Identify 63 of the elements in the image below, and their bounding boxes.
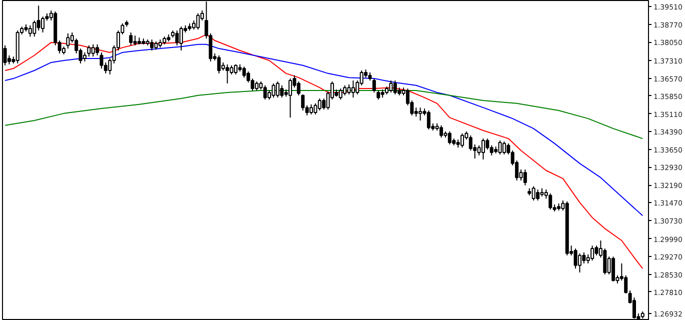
candlestick <box>226 64 230 84</box>
candlestick <box>376 90 380 100</box>
candlestick <box>288 78 292 118</box>
candlestick <box>612 256 616 282</box>
candlestick <box>91 44 95 58</box>
candlestick <box>481 138 485 160</box>
candlestick <box>624 274 628 294</box>
candlestick <box>343 84 347 96</box>
candlestick <box>532 186 536 201</box>
candlestick <box>498 140 502 155</box>
candlestick <box>150 39 154 51</box>
candlestick <box>548 192 552 210</box>
candlestick <box>36 5 40 31</box>
candlestick <box>276 80 280 98</box>
candlestick <box>309 104 313 115</box>
candlestick <box>590 245 594 261</box>
candlestick <box>389 80 393 93</box>
candlestick <box>96 44 100 56</box>
candlestick <box>32 20 36 38</box>
candlestick <box>87 44 91 58</box>
candlestick <box>338 88 342 100</box>
candlestick <box>217 54 221 74</box>
candlestick <box>347 84 351 95</box>
candlestick <box>523 169 527 186</box>
candlestick <box>175 30 179 46</box>
line-series <box>4 44 644 216</box>
candlestick <box>468 134 472 151</box>
candlestick <box>82 52 86 62</box>
candlestick <box>448 130 452 145</box>
candlestick <box>100 52 104 70</box>
candlestick <box>296 80 300 96</box>
candlestick <box>28 24 32 38</box>
candlestick <box>314 102 318 115</box>
candlestick <box>254 80 258 91</box>
candlestick <box>196 12 200 30</box>
candlestick <box>460 132 464 148</box>
candlestick <box>301 94 305 111</box>
candlestick <box>129 32 133 46</box>
candlestick <box>351 80 355 98</box>
candlestick <box>272 82 276 98</box>
candlestick <box>418 107 422 121</box>
candlestick <box>179 26 183 51</box>
candlestick <box>263 84 267 100</box>
candlestick <box>536 189 540 201</box>
candlestick <box>280 84 284 98</box>
candlestick <box>133 35 137 46</box>
candlestick <box>426 110 430 130</box>
candlestick <box>372 78 376 93</box>
candlestick <box>578 252 582 273</box>
candlestick <box>440 124 444 138</box>
candlestick <box>603 248 607 275</box>
candlestick <box>318 98 322 111</box>
candlestick <box>66 32 70 50</box>
candlestick <box>582 252 586 264</box>
candlestick <box>242 66 246 78</box>
line-series <box>4 90 644 140</box>
candlestick <box>41 16 45 33</box>
candlestick <box>486 138 490 150</box>
candlestick <box>502 140 506 155</box>
candlestick <box>574 248 578 270</box>
candlestick <box>234 64 238 75</box>
candlestick <box>393 80 397 95</box>
candlestick <box>230 64 234 75</box>
